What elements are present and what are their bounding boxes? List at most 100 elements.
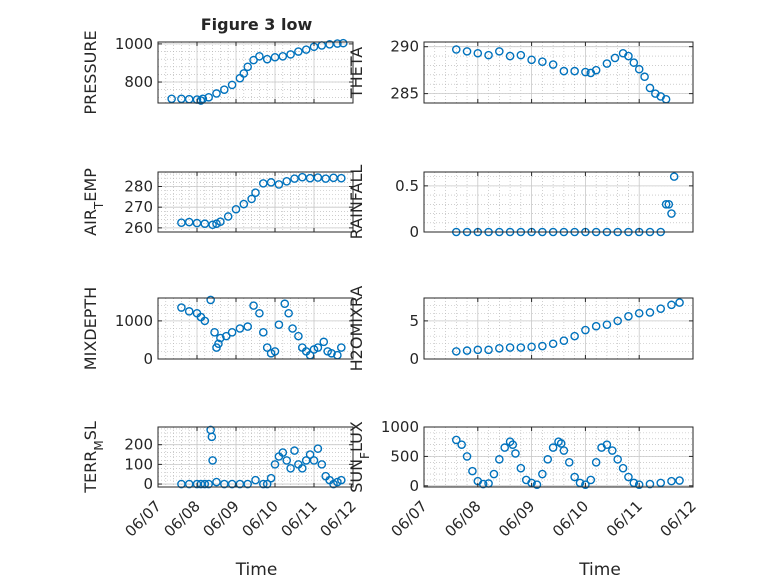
- data-point: [495, 47, 504, 56]
- data-point: [495, 344, 504, 353]
- data-point: [527, 342, 536, 352]
- data-point: [207, 432, 217, 442]
- data-point: [645, 83, 655, 93]
- data-point: [319, 337, 329, 347]
- data-point: [613, 455, 622, 464]
- data-point: [280, 299, 290, 309]
- data-point: [258, 328, 268, 337]
- data-point: [258, 479, 268, 489]
- data-point: [656, 478, 666, 488]
- data-point: [473, 48, 483, 58]
- data-point: [457, 440, 466, 449]
- data-point: [462, 452, 472, 461]
- data-point: [610, 53, 620, 63]
- data-point: [284, 308, 293, 318]
- data-point: [468, 466, 477, 476]
- data-point: [212, 477, 221, 487]
- data-point: [581, 67, 590, 77]
- data-point: [231, 204, 241, 214]
- data-point: [266, 178, 276, 187]
- data-point: [249, 55, 258, 65]
- data-point: [511, 449, 520, 458]
- data-point: [462, 346, 472, 355]
- data-point: [313, 343, 323, 352]
- data-point: [667, 300, 676, 310]
- data-point: [251, 188, 260, 197]
- data-point: [602, 59, 612, 68]
- y-tick-label: 270: [124, 198, 153, 216]
- y-axis-label: RAINFALL: [347, 165, 366, 240]
- y-tick-label: 100: [124, 455, 153, 473]
- data-point: [645, 479, 655, 489]
- data-point: [177, 303, 186, 312]
- axes-box: [157, 297, 354, 360]
- panel-rainfall: 0 0.5 RAINFALL: [347, 165, 694, 241]
- y-tick-label: 280: [124, 177, 153, 195]
- data-point: [282, 456, 292, 465]
- data-point: [629, 478, 639, 488]
- axes-box: [157, 171, 354, 233]
- axes-box: [157, 41, 354, 104]
- data-point: [255, 308, 264, 318]
- axes-box: [423, 297, 694, 360]
- data-point: [669, 172, 679, 181]
- data-point: [184, 307, 194, 316]
- data-point: [602, 320, 612, 329]
- data-point: [288, 324, 297, 333]
- data-point: [206, 295, 215, 305]
- figure-title: Figure 3 low: [201, 15, 313, 34]
- y-tick-label: 500: [390, 447, 419, 465]
- data-point: [309, 456, 319, 465]
- data-point: [247, 194, 256, 204]
- axes-box: [157, 426, 354, 488]
- y-tick-label: 0: [409, 477, 419, 495]
- data-point: [505, 343, 515, 352]
- y-tick-label: 800: [124, 73, 153, 91]
- data-point: [500, 443, 510, 452]
- data-point: [297, 464, 307, 473]
- y-axis-label: H2OMIXRA: [347, 286, 366, 372]
- y-tick-label: 290: [390, 38, 419, 56]
- data-point: [243, 62, 252, 72]
- data-point: [548, 339, 558, 349]
- data-point: [243, 479, 252, 489]
- data-point: [262, 54, 272, 64]
- data-point: [664, 200, 674, 209]
- data-point: [286, 50, 295, 59]
- data-point: [282, 177, 292, 186]
- axes-box: [423, 41, 694, 104]
- data-point: [290, 174, 299, 183]
- data-point: [516, 343, 526, 352]
- data-point: [495, 455, 504, 464]
- data-point: [198, 94, 208, 104]
- data-point: [294, 331, 303, 341]
- data-point: [286, 464, 295, 473]
- data-point: [505, 51, 515, 61]
- panel-h2omixra: 0 5 H2OMIXRA: [347, 286, 694, 372]
- data-point: [255, 51, 264, 61]
- data-point: [278, 51, 288, 61]
- x-axis-label-right: Time: [578, 560, 621, 580]
- y-tick-label: 0: [409, 350, 419, 368]
- data-point: [613, 316, 622, 326]
- data-point: [618, 463, 628, 473]
- data-point: [317, 460, 327, 469]
- data-point: [559, 336, 569, 346]
- y-tick-label: 5: [409, 312, 419, 330]
- data-point: [200, 316, 210, 326]
- data-point: [204, 92, 213, 102]
- data-point: [184, 217, 194, 227]
- data-point: [249, 301, 258, 310]
- data-point: [581, 480, 590, 489]
- data-point: [274, 180, 284, 189]
- y-tick-label: 1000: [381, 418, 419, 436]
- data-point: [559, 66, 569, 76]
- data-point: [313, 173, 323, 182]
- data-point: [208, 220, 217, 230]
- data-point: [270, 460, 280, 469]
- data-point: [667, 476, 676, 486]
- y-axis-label: THETA: [347, 47, 366, 99]
- data-point: [262, 343, 272, 352]
